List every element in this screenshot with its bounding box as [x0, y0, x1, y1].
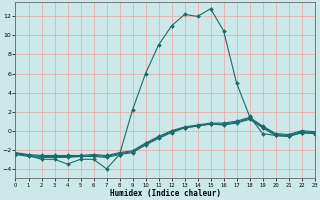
X-axis label: Humidex (Indice chaleur): Humidex (Indice chaleur) [109, 189, 220, 198]
